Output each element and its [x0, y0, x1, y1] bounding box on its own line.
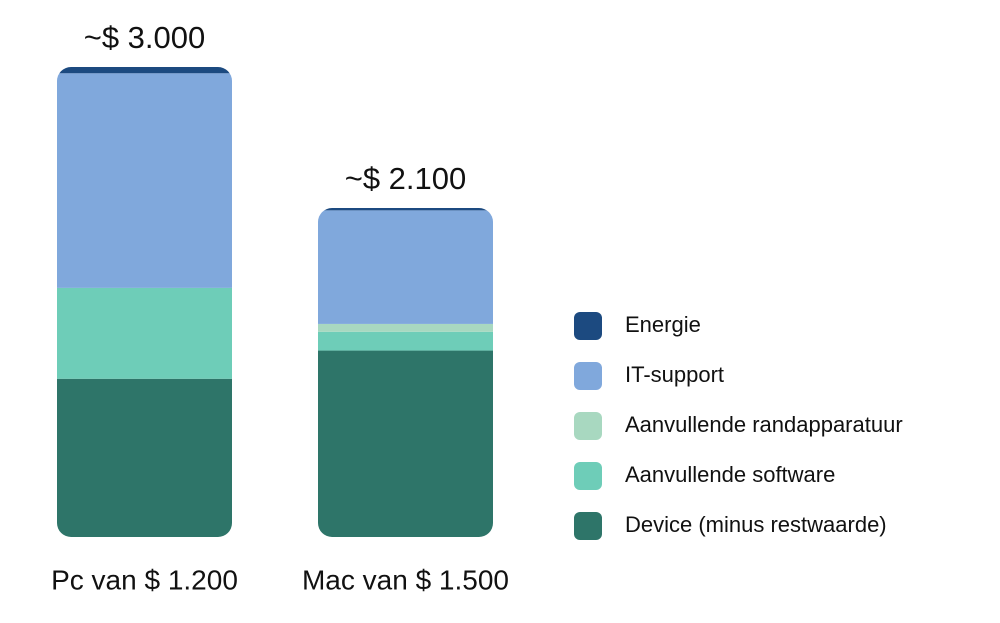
legend-swatch [574, 362, 602, 390]
legend-swatch [574, 512, 602, 540]
bar-segment [57, 73, 232, 288]
total-label: ~$ 3.000 [84, 20, 206, 55]
legend-label: Aanvullende randapparatuur [625, 412, 903, 437]
bar-segment [57, 378, 232, 537]
bar-segment [57, 67, 232, 74]
bar-segment [57, 287, 232, 379]
bar-segment [318, 350, 493, 537]
legend-label: Aanvullende software [625, 462, 835, 487]
legend-swatch [574, 462, 602, 490]
bar-segment [318, 323, 493, 332]
bar-stack [318, 208, 493, 537]
legend-swatch [574, 412, 602, 440]
total-label: ~$ 2.100 [345, 161, 467, 196]
legend-label: Device (minus restwaarde) [625, 512, 887, 537]
legend-swatch [574, 312, 602, 340]
legend-label: Energie [625, 312, 701, 337]
bar-segment [318, 210, 493, 324]
bar-segment [318, 208, 493, 211]
legend-label: IT-support [625, 362, 724, 387]
x-tick-label: Pc van $ 1.200 [51, 564, 238, 595]
bar-stack [57, 67, 232, 537]
bar-segment [318, 331, 493, 351]
x-tick-label: Mac van $ 1.500 [302, 564, 509, 595]
